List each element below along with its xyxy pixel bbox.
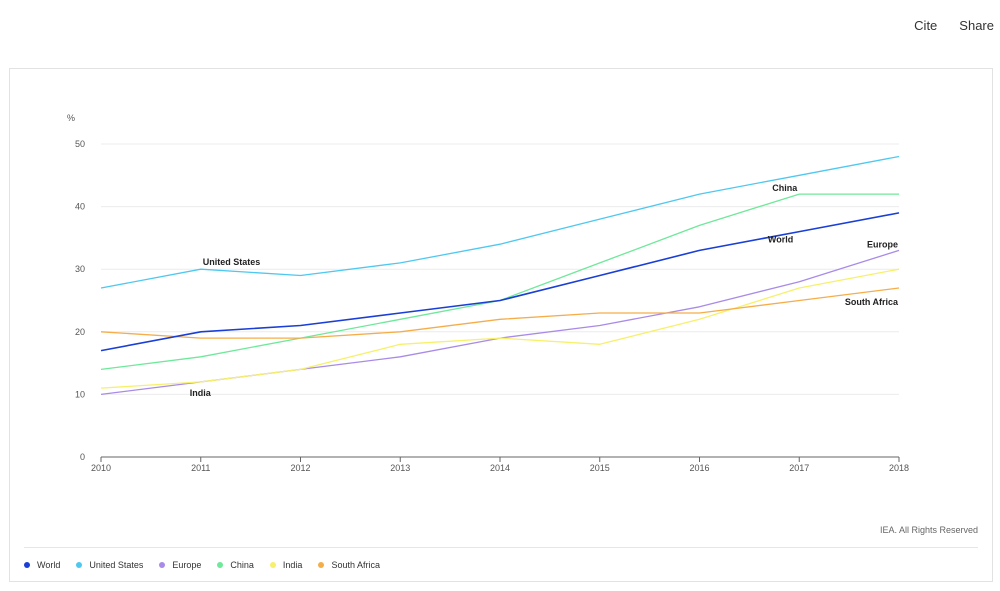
legend-label: United States	[89, 560, 144, 570]
legend-item-europe[interactable]: Europe	[159, 560, 201, 570]
x-tick-label: 2013	[390, 463, 410, 473]
series-line-europe	[100, 249, 900, 396]
legend-swatch	[217, 562, 224, 568]
legend-divider	[24, 547, 978, 548]
y-axis-label: %	[67, 113, 75, 123]
x-tick-label: 2016	[689, 463, 709, 473]
y-tick-label: 20	[75, 327, 85, 337]
top-actions: Cite Share	[914, 18, 994, 33]
y-tick-label: 40	[75, 202, 85, 212]
x-tick-label: 2018	[889, 463, 909, 473]
cite-link[interactable]: Cite	[914, 18, 938, 33]
legend-swatch	[318, 562, 325, 568]
series-line-world	[100, 212, 900, 352]
x-tick-label: 2012	[290, 463, 310, 473]
y-tick-label: 30	[75, 264, 85, 274]
series-line-india	[100, 268, 900, 389]
series-line-united-states	[100, 155, 900, 289]
series-line-south-africa	[100, 287, 900, 339]
legend-item-world[interactable]: World	[24, 560, 60, 570]
line-label-china: China	[772, 183, 798, 193]
legend-label: India	[282, 560, 303, 570]
y-tick-label: 0	[80, 452, 85, 462]
legend-swatch	[269, 562, 276, 568]
y-tick-label: 10	[75, 389, 85, 399]
legend-item-south-africa[interactable]: South Africa	[318, 560, 380, 570]
line-label-world: World	[768, 235, 793, 245]
legend-label: Europe	[172, 560, 202, 570]
chart-legend: World United States Europe China India South …	[24, 560, 380, 570]
x-tick-label: 2010	[91, 463, 111, 473]
line-label-united-states: United States	[203, 257, 261, 267]
x-tick-label: 2011	[191, 463, 210, 473]
chart-card: 0 10 20 30 40 50% 2010 2011 2012 2013 2014 2015 2016…	[9, 68, 993, 582]
legend-item-china[interactable]: China	[217, 560, 254, 570]
legend-label: South Africa	[331, 560, 380, 570]
legend-swatch	[159, 562, 166, 568]
legend-item-united-states[interactable]: United States	[76, 560, 143, 570]
legend-swatch	[24, 562, 30, 568]
x-tick-label: 2015	[590, 463, 610, 473]
share-link[interactable]: Share	[959, 18, 994, 33]
legend-item-india[interactable]: India	[269, 560, 303, 570]
x-tick-label: 2017	[789, 463, 809, 473]
line-chart: 0 10 20 30 40 50% 2010 2011 2012 2013 2014 2015 2016…	[67, 113, 909, 473]
line-label-south-africa: South Africa	[845, 297, 899, 307]
line-label-india: India	[190, 388, 212, 398]
y-tick-label: 50	[75, 139, 85, 149]
credits-text: IEA. All Rights Reserved	[879, 525, 978, 535]
legend-swatch	[76, 562, 83, 568]
series-line-china	[100, 193, 899, 371]
legend-label: China	[230, 560, 254, 570]
line-label-europe: Europe	[867, 239, 898, 249]
legend-label: World	[37, 560, 61, 570]
x-tick-label: 2014	[490, 463, 510, 473]
